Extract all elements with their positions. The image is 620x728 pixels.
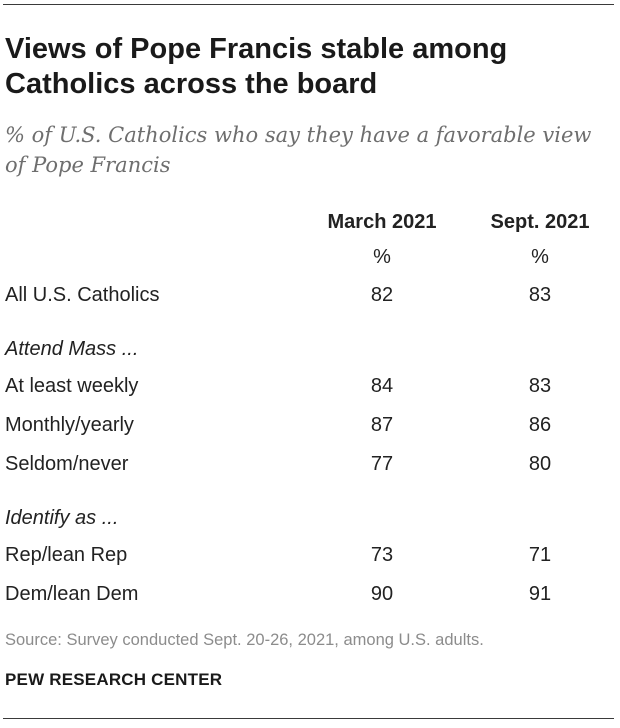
- chart-subtitle: % of U.S. Catholics who say they have a …: [5, 123, 592, 177]
- row-label-dem-lean-dem: Dem/lean Dem: [5, 583, 139, 605]
- cell-seldom-never-sept-2021: 80: [528, 453, 552, 475]
- column-header-sept-2021: Sept. 2021: [490, 211, 590, 233]
- column-header-march-2021: March 2021: [327, 211, 437, 233]
- cell-all-catholics-sept-2021: 83: [528, 284, 552, 306]
- cell-monthly-yearly-march-2021: 87: [370, 414, 394, 436]
- cell-dem-lean-dem-march-2021: 90: [370, 583, 394, 605]
- cell-dem-lean-dem-sept-2021: 91: [528, 583, 552, 605]
- source-note: Source: Survey conducted Sept. 20-26, 20…: [5, 631, 484, 649]
- bottom-rule: [3, 718, 614, 719]
- brand-logo-text: PEW RESEARCH CENTER: [5, 670, 223, 689]
- cell-monthly-yearly-sept-2021: 86: [528, 414, 552, 436]
- row-label-at-least-weekly: At least weekly: [5, 375, 139, 397]
- cell-at-least-weekly-sept-2021: 83: [528, 375, 552, 397]
- chart-title: Views of Pope Francis stable among Catho…: [5, 33, 508, 100]
- column-unit-march-2021: %: [373, 246, 391, 268]
- row-label-seldom-never: Seldom/never: [5, 453, 129, 475]
- top-rule: [3, 4, 614, 5]
- row-label-rep-lean-rep: Rep/lean Rep: [5, 544, 128, 566]
- row-label-all-catholics: All U.S. Catholics: [5, 284, 160, 306]
- cell-rep-lean-rep-march-2021: 73: [370, 544, 394, 566]
- cell-seldom-never-march-2021: 77: [370, 453, 394, 475]
- column-unit-sept-2021: %: [531, 246, 549, 268]
- cell-all-catholics-march-2021: 82: [370, 284, 394, 306]
- group-label-attend-mass: Attend Mass ...: [5, 338, 139, 360]
- row-label-monthly-yearly: Monthly/yearly: [5, 414, 134, 436]
- cell-at-least-weekly-march-2021: 84: [370, 375, 394, 397]
- group-label-identify-as: Identify as ...: [5, 507, 119, 529]
- cell-rep-lean-rep-sept-2021: 71: [528, 544, 552, 566]
